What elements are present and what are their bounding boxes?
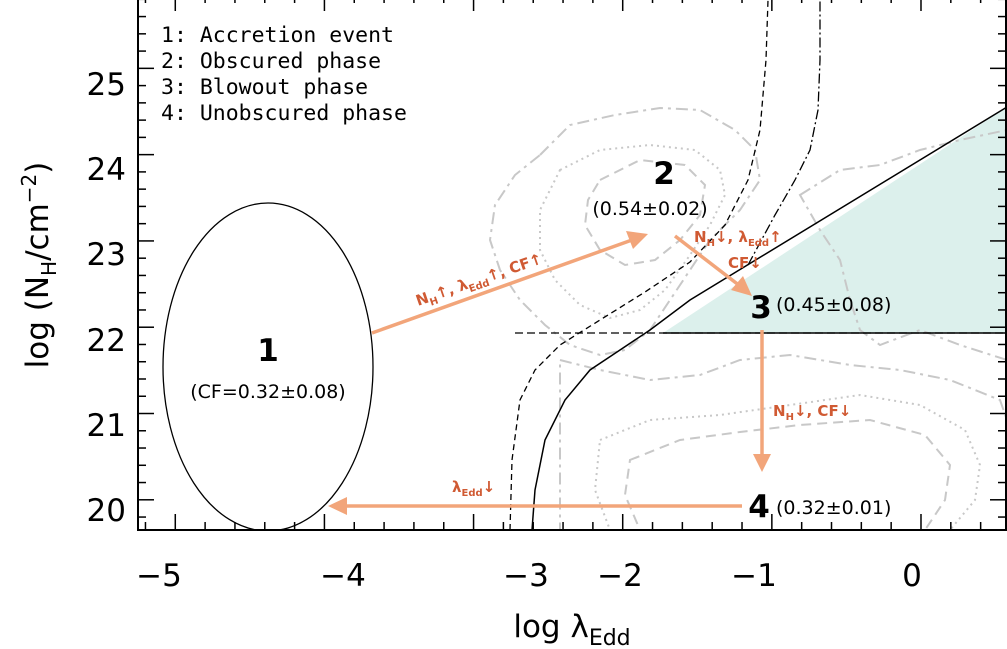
phase-number: 3 bbox=[750, 290, 772, 326]
arrowhead-4-to-1 bbox=[328, 497, 347, 515]
y-tick-label: 20 bbox=[87, 493, 126, 529]
trans-arrow: ↓ bbox=[715, 228, 728, 246]
solid-curve bbox=[531, 106, 1007, 530]
trans-arrow: ↓ bbox=[794, 402, 807, 420]
phase-covering-factor: (0.32±0.01) bbox=[776, 497, 891, 519]
phase-1: 1 (CF=0.32±0.08) bbox=[190, 333, 345, 403]
trans-part: , CF↑ bbox=[496, 250, 544, 282]
trans-sub: H bbox=[429, 295, 440, 308]
contour-inner-upper bbox=[583, 158, 707, 267]
y-tick-labels: 20 21 22 23 24 25 bbox=[87, 67, 126, 529]
contour-dotted-upper bbox=[539, 143, 727, 320]
trans-part: , λ bbox=[728, 228, 749, 246]
transition-1-to-2-label: NH↑, λEdd↑, CF↑ bbox=[413, 250, 545, 313]
transition-3-to-4-label: NH↓, CF↓ bbox=[773, 402, 851, 423]
trans-sub: Edd bbox=[462, 488, 483, 499]
arrow-2-to-3 bbox=[673, 234, 742, 288]
y-axis-title-sub: H bbox=[37, 261, 61, 276]
y-tick-label: 21 bbox=[87, 408, 126, 444]
x-tick-label: 0 bbox=[902, 558, 922, 594]
y-axis-title: log (NH/cm−2) bbox=[17, 162, 61, 369]
contour-right bbox=[798, 128, 1007, 362]
transition-4-to-1-label: λEdd↓ bbox=[452, 478, 495, 499]
blowout-region bbox=[663, 107, 1007, 333]
phase-number: 1 bbox=[257, 333, 279, 369]
legend-item: 2: Obscured phase bbox=[161, 49, 381, 74]
trans-part: N bbox=[694, 228, 707, 246]
accretion-ellipse bbox=[162, 202, 374, 530]
y-axis-title-main: log (N bbox=[20, 276, 56, 368]
trans-part: N bbox=[413, 289, 431, 310]
contours bbox=[488, 106, 1007, 530]
x-tick-label: −2 bbox=[597, 558, 643, 594]
phase-4: 4 (0.32±0.01) bbox=[748, 489, 891, 525]
arrow-1-to-2 bbox=[371, 238, 633, 335]
trans-part: , CF↓ bbox=[807, 402, 852, 420]
y-axis-title-close: ) bbox=[20, 162, 56, 174]
x-tick-labels: −5 −4 −3 −2 −1 0 bbox=[136, 558, 922, 594]
transition-2-to-3-label: NH↓, λEdd↑ bbox=[694, 228, 782, 249]
trans-part: , λ bbox=[445, 275, 471, 299]
phase-2: 2 (0.54±0.02) bbox=[592, 156, 707, 220]
trans-part: λ bbox=[452, 478, 462, 496]
trans-arrow: ↑ bbox=[484, 264, 502, 285]
y-tick-label: 24 bbox=[87, 152, 126, 188]
x-axis-title-sub: Edd bbox=[589, 626, 631, 649]
dashdot-curve bbox=[747, 0, 821, 266]
trans-sub: Edd bbox=[748, 238, 769, 249]
trans-arrow: ↑ bbox=[769, 228, 782, 246]
dashed-curve bbox=[509, 0, 769, 530]
arrowhead-3-to-4 bbox=[753, 454, 771, 472]
legend-item: 1: Accretion event bbox=[161, 23, 394, 48]
contour-lower-inner bbox=[623, 418, 952, 530]
trans-part: N bbox=[773, 402, 786, 420]
contour-outer-upper bbox=[488, 106, 762, 357]
contour-lower-dashdot bbox=[559, 353, 1007, 530]
x-tick-label: −1 bbox=[731, 558, 777, 594]
trans-sub: H bbox=[786, 412, 794, 423]
y-axis-title-exp: −2 bbox=[17, 174, 41, 203]
phase-3: 3 (0.45±0.08) bbox=[750, 290, 891, 326]
arrowhead-1-to-2 bbox=[626, 231, 648, 249]
trans-sub: H bbox=[707, 238, 715, 249]
y-tick-label: 22 bbox=[87, 323, 126, 359]
trans-arrow: ↑ bbox=[433, 282, 451, 303]
x-tick-label: −5 bbox=[136, 558, 182, 594]
plot-area bbox=[162, 0, 1007, 530]
phase-covering-factor: (0.45±0.08) bbox=[776, 294, 891, 316]
plot-frame bbox=[137, 0, 1007, 531]
y-tick-label: 23 bbox=[87, 237, 126, 273]
legend: 1: Accretion event 2: Obscured phase 3: … bbox=[161, 23, 407, 126]
y-axis-title-unit: /cm bbox=[20, 203, 56, 261]
phase-covering-factor: (0.54±0.02) bbox=[592, 198, 707, 220]
transition-arrows bbox=[328, 231, 771, 515]
legend-item: 4: Unobscured phase bbox=[161, 101, 407, 126]
axis-ticks bbox=[138, 0, 1006, 530]
phase-number: 4 bbox=[748, 489, 770, 525]
arrowhead-2-to-3 bbox=[731, 276, 752, 296]
transition-2-to-3-cf: CF↓ bbox=[728, 254, 762, 272]
x-tick-label: −3 bbox=[503, 558, 549, 594]
phase-covering-factor: (CF=0.32±0.08) bbox=[190, 381, 345, 403]
phase-number: 2 bbox=[653, 156, 675, 192]
x-axis-title: log λEdd bbox=[513, 609, 630, 649]
x-axis-title-main: log λ bbox=[513, 609, 588, 645]
legend-item: 3: Blowout phase bbox=[161, 75, 368, 100]
y-tick-label: 25 bbox=[87, 67, 126, 103]
trans-arrow: ↓ bbox=[483, 478, 496, 496]
x-tick-label: −4 bbox=[320, 558, 366, 594]
